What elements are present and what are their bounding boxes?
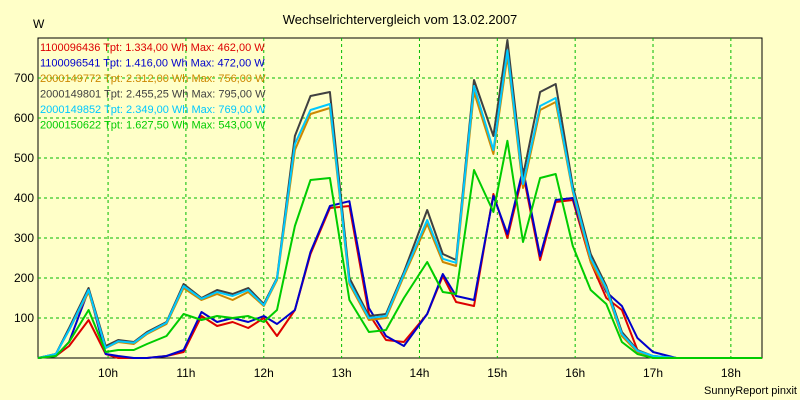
x-tick-label: 11h bbox=[176, 366, 195, 380]
y-tick-label: 100 bbox=[14, 311, 34, 325]
x-tick-label: 17h bbox=[643, 366, 663, 380]
x-tick-label: 14h bbox=[409, 366, 429, 380]
legend-entry-4: 2000149801 Tpt: 2.455,25 Wh Max: 795,00 … bbox=[40, 89, 266, 101]
y-tick-label: 600 bbox=[14, 111, 34, 125]
legend: 1100096436 Tpt: 1.334,00 Wh Max: 462,00 … bbox=[40, 42, 266, 132]
x-tick-label: 18h bbox=[721, 366, 741, 380]
legend-entry-3: 2000149772 Tpt: 2.312,00 Wh Max: 756,00 … bbox=[40, 73, 266, 85]
series-lines bbox=[37, 39, 762, 359]
y-axis-label: W bbox=[33, 17, 45, 31]
series-line-5 bbox=[37, 49, 762, 359]
x-tick-label: 16h bbox=[565, 366, 585, 380]
y-tick-label: 300 bbox=[14, 231, 34, 245]
x-tick-label: 10h bbox=[98, 366, 118, 380]
legend-entry-6: 2000150622 Tpt: 1.627,50 Wh Max: 543,00 … bbox=[40, 120, 266, 132]
axis-ticks: 100 200 300 400 500 600 700 10h 11h 12h 13h 14h 15h 1… bbox=[14, 71, 741, 380]
y-tick-label: 700 bbox=[14, 71, 34, 85]
legend-entry-5: 2000149852 Tpt: 2.349,00 Wh Max: 769,00 … bbox=[40, 104, 266, 116]
x-tick-label: 12h bbox=[254, 366, 274, 380]
y-tick-label: 500 bbox=[14, 151, 34, 165]
x-tick-label: 13h bbox=[332, 366, 352, 380]
y-tick-label: 400 bbox=[14, 191, 34, 205]
x-tick-label: 15h bbox=[487, 366, 507, 380]
footer-credit: SunnyReport pinxit bbox=[704, 385, 797, 397]
y-tick-label: 200 bbox=[14, 271, 34, 285]
legend-entry-2: 1100096541 Tpt: 1.416,00 Wh Max: 472,00 … bbox=[40, 58, 265, 70]
legend-entry-1: 1100096436 Tpt: 1.334,00 Wh Max: 462,00 … bbox=[40, 42, 265, 54]
chart-title: Wechselrichtervergleich vom 13.02.2007 bbox=[283, 12, 518, 27]
series-line-2 bbox=[37, 168, 762, 359]
series-line-6 bbox=[37, 139, 762, 359]
